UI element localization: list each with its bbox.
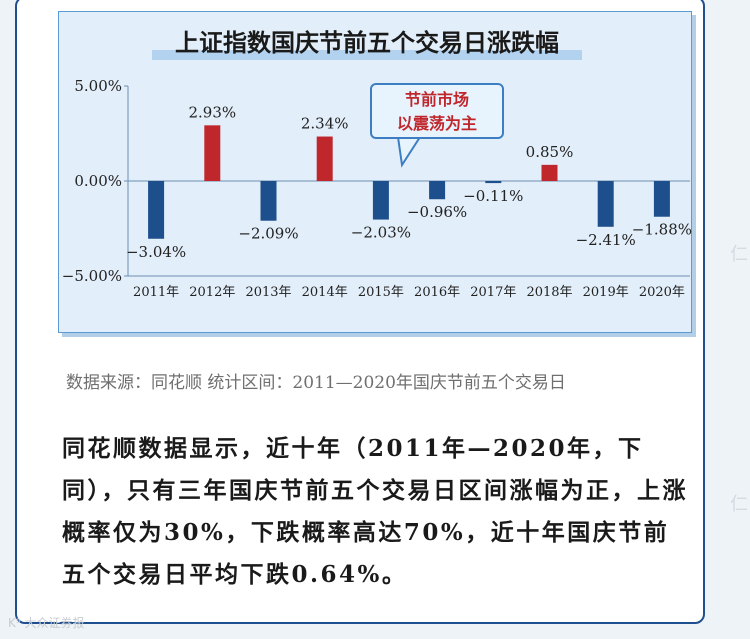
side-watermark: 仁 (730, 494, 748, 515)
chart-panel (58, 11, 692, 333)
category-label: 2015年 (358, 285, 404, 300)
bar (541, 164, 558, 181)
data-label: −0.11% (463, 187, 523, 205)
data-label: −0.96% (407, 203, 467, 221)
data-label: 0.85% (526, 143, 574, 161)
y-tick-label: 5.00% (74, 77, 122, 95)
data-label: 2.34% (301, 115, 349, 133)
chart-title: 上证指数国庆节前五个交易日涨跌幅 (175, 28, 559, 57)
bar (260, 181, 277, 221)
annotation-callout: 节前市场 以震荡为主 (370, 83, 504, 139)
title-highlight (152, 50, 582, 60)
data-label: −2.03% (351, 224, 411, 242)
data-label: −2.09% (238, 225, 298, 243)
category-label: 2018年 (526, 285, 572, 300)
annotation-line-2: 以震荡为主 (396, 114, 477, 133)
category-label: 2017年 (470, 285, 516, 300)
data-label: −2.41% (576, 231, 636, 249)
y-tick-label: 0.00% (74, 172, 122, 190)
category-label: 2011年 (133, 285, 179, 300)
data-source: 数据来源：同花顺 统计区间：2011—2020年国庆节前五个交易日 (66, 373, 566, 393)
bar (204, 125, 221, 181)
bar (429, 181, 446, 200)
bar (597, 181, 614, 227)
category-label: 2013年 (245, 285, 291, 300)
bar (148, 181, 165, 239)
data-label: −1.88% (632, 221, 692, 239)
bar (372, 181, 389, 220)
side-watermark: 仁 (730, 244, 748, 265)
bar (653, 181, 670, 217)
category-label: 2019年 (583, 285, 629, 300)
data-label: −3.04% (126, 243, 186, 261)
category-label: 2014年 (302, 285, 348, 300)
y-tick-label: −5.00% (62, 267, 122, 285)
category-label: 2016年 (414, 285, 460, 300)
watermark-logo: K⁵ 大众证券报 (8, 616, 85, 630)
category-label: 2012年 (189, 285, 235, 300)
category-label: 2020年 (639, 285, 685, 300)
callout-pointer (396, 136, 422, 168)
data-label: 2.93% (188, 103, 236, 121)
annotation-line-1: 节前市场 (404, 90, 469, 109)
bar (316, 136, 333, 181)
bar (485, 181, 502, 184)
body-paragraph: 同花顺数据显示，近十年（2011年—2020年，下同），只有三年国庆节前五个交易… (62, 435, 688, 588)
